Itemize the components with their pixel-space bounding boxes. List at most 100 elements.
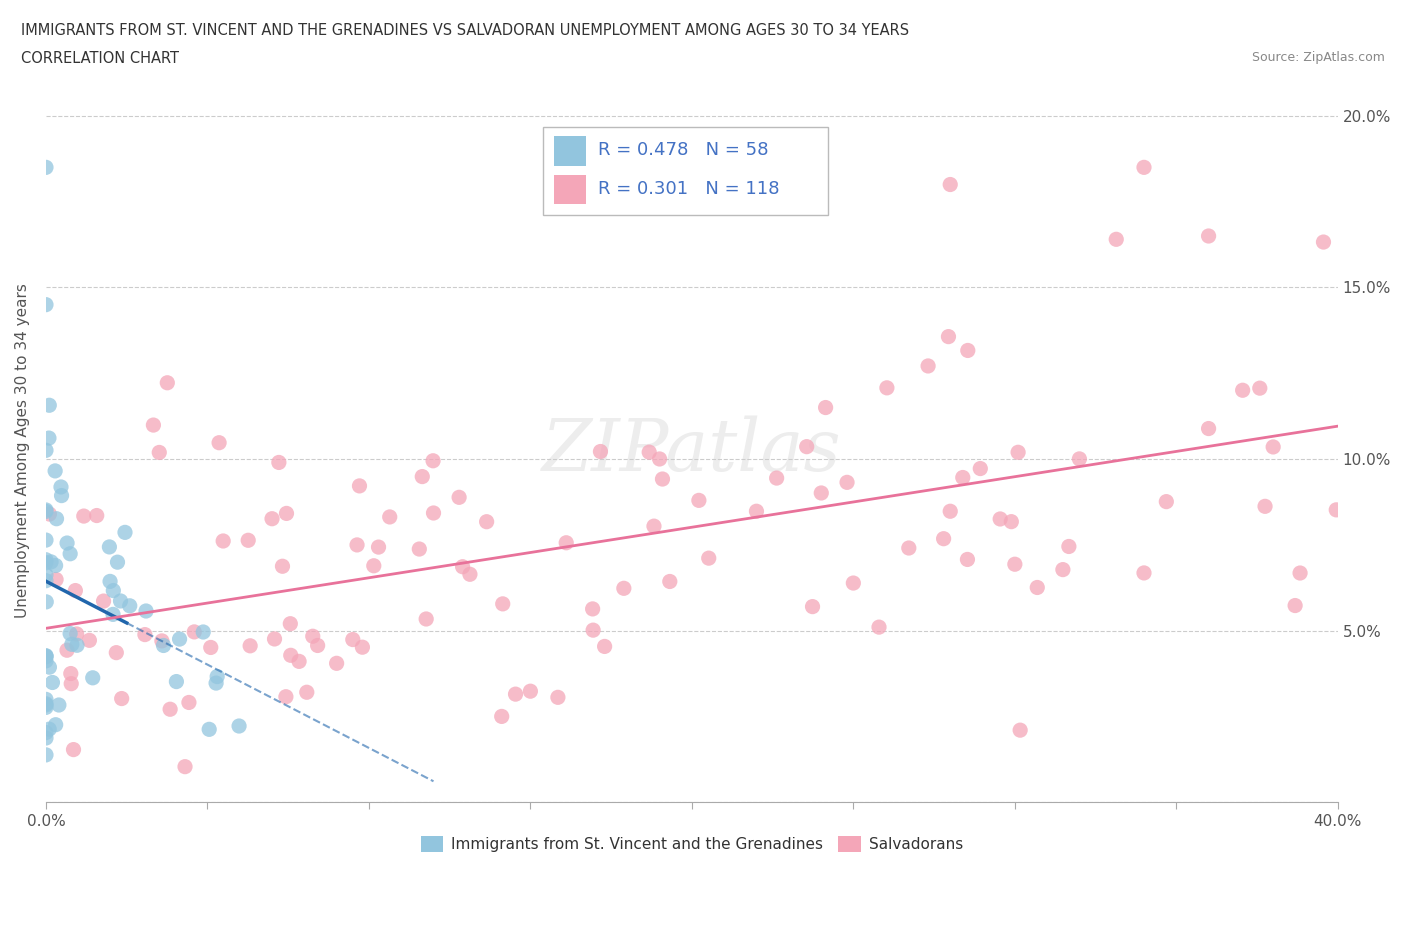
Point [1057, 539, 1080, 554]
Point [44, 463, 66, 478]
Point [35, 648, 58, 663]
Point [638, 445, 661, 459]
Point [765, 471, 787, 485]
Point [897, 540, 920, 555]
Point [593, 639, 616, 654]
Point [103, 583, 125, 598]
Point [183, 624, 205, 639]
Point [688, 493, 710, 508]
Text: R = 0.478   N = 58: R = 0.478 N = 58 [598, 141, 768, 159]
Point [876, 380, 898, 395]
Point [114, 525, 136, 539]
Point [1249, 380, 1271, 395]
Text: CORRELATION CHART: CORRELATION CHART [21, 51, 179, 66]
Point [174, 759, 197, 774]
Point [796, 439, 818, 454]
Point [342, 632, 364, 647]
Point [547, 690, 569, 705]
Point [939, 177, 962, 192]
Point [49, 480, 72, 495]
Bar [554, 175, 586, 205]
Point [107, 554, 129, 569]
Point [205, 675, 228, 690]
Bar [554, 136, 586, 166]
Point [814, 400, 837, 415]
Point [278, 617, 301, 631]
Point [66, 638, 89, 653]
Point [35, 654, 58, 669]
Point [1000, 514, 1022, 529]
Text: Source: ZipAtlas.com: Source: ZipAtlas.com [1251, 51, 1385, 64]
Point [35, 594, 58, 609]
Point [93, 593, 115, 608]
Point [475, 514, 498, 529]
Point [60, 637, 83, 652]
Point [62, 742, 84, 757]
Point [35, 298, 58, 312]
Point [451, 559, 474, 574]
Point [134, 627, 156, 642]
Point [79, 633, 101, 648]
Point [86, 508, 108, 523]
Point [449, 490, 471, 505]
Legend: Immigrants from St. Vincent and the Grenadines, Salvadorans: Immigrants from St. Vincent and the Gren… [415, 830, 969, 858]
Point [135, 604, 157, 618]
Point [581, 602, 603, 617]
Point [917, 359, 939, 374]
Point [35, 697, 58, 711]
Point [59, 626, 82, 641]
Point [35, 731, 58, 746]
Point [938, 329, 960, 344]
Point [422, 453, 444, 468]
Point [1312, 234, 1334, 249]
Point [73, 509, 96, 524]
Point [801, 599, 824, 614]
Point [988, 512, 1011, 526]
Point [267, 455, 290, 470]
Point [1254, 498, 1277, 513]
Point [956, 552, 979, 567]
Point [378, 510, 401, 525]
Point [280, 648, 302, 663]
Point [48, 698, 70, 712]
Point [952, 470, 974, 485]
Point [363, 558, 385, 573]
Text: R = 0.301   N = 118: R = 0.301 N = 118 [598, 179, 779, 198]
Point [105, 645, 128, 660]
Point [1289, 565, 1312, 580]
Point [555, 536, 578, 551]
Point [658, 574, 681, 589]
Point [491, 709, 513, 724]
Point [274, 689, 297, 704]
Point [651, 472, 673, 486]
Point [367, 539, 389, 554]
Point [582, 623, 605, 638]
Point [142, 418, 165, 432]
Point [325, 656, 347, 671]
Point [613, 581, 636, 596]
Point [35, 700, 58, 715]
Point [38, 659, 60, 674]
Point [152, 638, 174, 653]
Point [45, 572, 67, 587]
Point [35, 552, 58, 567]
Point [56, 643, 79, 658]
Point [1156, 494, 1178, 509]
Point [643, 519, 665, 534]
Point [1198, 229, 1220, 244]
Point [35, 649, 58, 664]
Point [35, 502, 58, 517]
Point [1232, 383, 1254, 398]
Y-axis label: Unemployment Among Ages 30 to 34 years: Unemployment Among Ages 30 to 34 years [15, 283, 30, 618]
Point [51, 488, 73, 503]
Point [1284, 598, 1306, 613]
Point [1007, 445, 1029, 459]
Point [969, 461, 991, 476]
Point [35, 504, 58, 519]
Point [939, 504, 962, 519]
Point [198, 722, 221, 737]
Point [35, 748, 58, 763]
Point [159, 702, 181, 717]
Point [1010, 723, 1032, 737]
Point [110, 593, 132, 608]
